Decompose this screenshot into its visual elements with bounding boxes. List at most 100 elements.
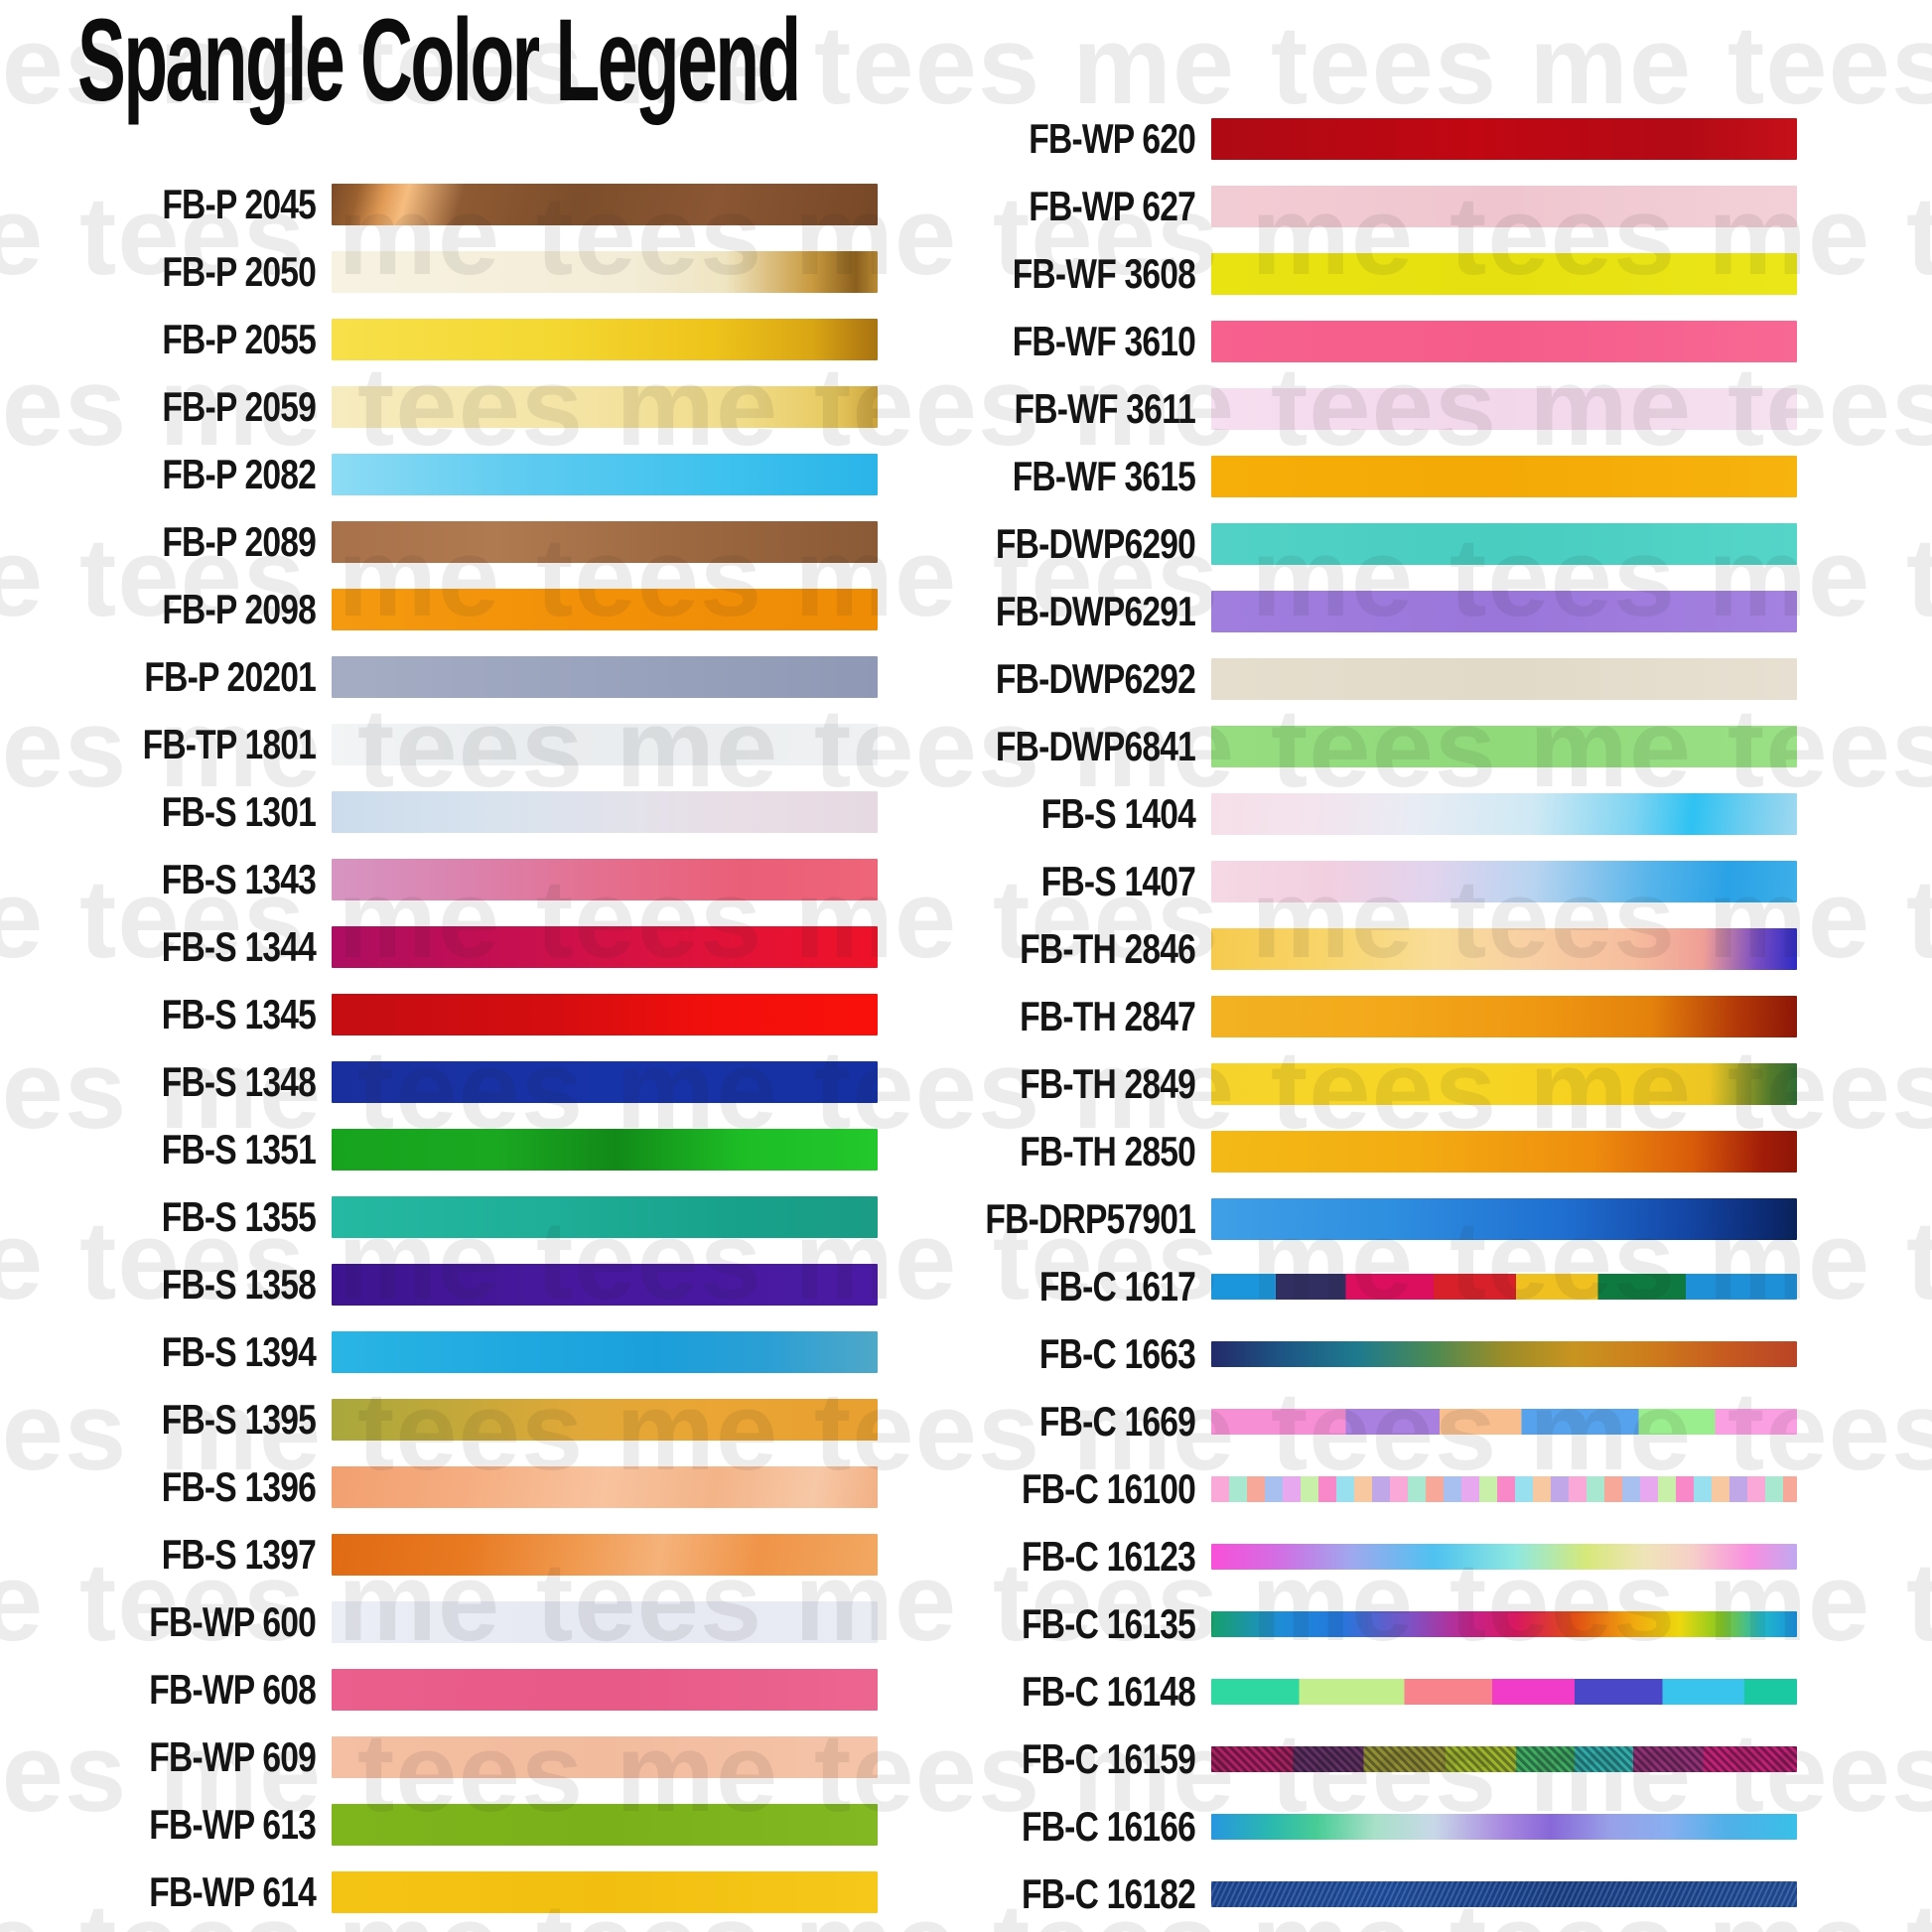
swatch-fb-s-1396: [332, 1466, 878, 1508]
legend-row-fb-p-2098: FB-P 2098: [0, 576, 878, 643]
legend-row-fb-s-1344: FB-S 1344: [0, 913, 878, 981]
row-label-fb-s-1301: FB-S 1301: [161, 788, 317, 835]
swatch-fb-wp-600: [332, 1601, 878, 1643]
row-label-fb-wp-627: FB-WP 627: [1029, 183, 1195, 229]
swatch-fb-dwp6290: [1211, 523, 1797, 565]
swatch-fb-wf-3611: [1211, 388, 1797, 430]
row-label-fb-s-1407: FB-S 1407: [1040, 858, 1196, 904]
row-label-fb-s-1358: FB-S 1358: [161, 1261, 317, 1308]
legend-row-fb-dwp6291: FB-DWP6291: [764, 578, 1797, 645]
legend-row-fb-dwp6841: FB-DWP6841: [764, 713, 1797, 780]
swatch-fb-c-16159: [1211, 1746, 1797, 1772]
legend-row-fb-s-1301: FB-S 1301: [0, 778, 878, 846]
row-label-fb-s-1355: FB-S 1355: [161, 1193, 317, 1240]
watermark-text: tees me: [1906, 1888, 1932, 1932]
swatch-fb-dwp6841: [1211, 726, 1797, 767]
legend-row-fb-p-2059: FB-P 2059: [0, 373, 878, 441]
legend-row-fb-th-2850: FB-TH 2850: [764, 1118, 1797, 1185]
row-label-fb-wf-3608: FB-WF 3608: [1012, 250, 1196, 297]
row-label-fb-s-1348: FB-S 1348: [161, 1058, 317, 1105]
row-label-fb-p-2045: FB-P 2045: [162, 181, 316, 227]
row-label-fb-th-2850: FB-TH 2850: [1020, 1128, 1196, 1174]
legend-row-fb-p-2089: FB-P 2089: [0, 508, 878, 576]
swatch-fb-s-1395: [332, 1399, 878, 1441]
row-label-fb-c-16123: FB-C 16123: [1021, 1533, 1196, 1580]
row-label-fb-s-1344: FB-S 1344: [161, 923, 317, 970]
watermark-text: tees me: [1906, 515, 1932, 639]
swatch-fb-wp-613: [332, 1804, 878, 1846]
watermark-text: tees me: [1906, 1540, 1932, 1664]
legend-row-fb-tp-1801: FB-TP 1801: [0, 711, 878, 778]
legend-row-fb-s-1348: FB-S 1348: [0, 1048, 878, 1116]
row-label-fb-wp-614: FB-WP 614: [149, 1868, 317, 1915]
legend-row-fb-wf-3608: FB-WF 3608: [764, 240, 1797, 308]
swatch-fb-tp-1801: [332, 724, 878, 765]
row-label-fb-dwp6292: FB-DWP6292: [995, 655, 1196, 702]
legend-row-fb-wf-3611: FB-WF 3611: [764, 375, 1797, 443]
legend-row-fb-c-16148: FB-C 16148: [764, 1658, 1797, 1725]
swatch-fb-th-2850: [1211, 1131, 1797, 1173]
swatch-fb-s-1343: [332, 859, 878, 900]
legend-row-fb-th-2846: FB-TH 2846: [764, 915, 1797, 983]
legend-row-fb-wp-614: FB-WP 614: [0, 1859, 878, 1926]
swatch-fb-wp-614: [332, 1871, 878, 1913]
row-label-fb-c-16148: FB-C 16148: [1021, 1668, 1196, 1715]
legend-row-fb-s-1394: FB-S 1394: [0, 1318, 878, 1386]
legend-row-fb-c-16166: FB-C 16166: [764, 1793, 1797, 1861]
legend-row-fb-s-1396: FB-S 1396: [0, 1453, 878, 1521]
swatch-fb-s-1344: [332, 926, 878, 968]
swatch-fb-s-1394: [332, 1331, 878, 1373]
swatch-fb-th-2849: [1211, 1063, 1797, 1105]
row-label-fb-s-1396: FB-S 1396: [161, 1463, 317, 1510]
row-label-fb-c-16135: FB-C 16135: [1021, 1600, 1196, 1647]
swatch-fb-s-1358: [332, 1264, 878, 1306]
row-label-fb-dwp6841: FB-DWP6841: [995, 723, 1196, 769]
row-label-fb-s-1343: FB-S 1343: [161, 856, 317, 902]
row-label-fb-th-2847: FB-TH 2847: [1020, 993, 1196, 1039]
swatch-fb-p-2045: [332, 184, 878, 225]
legend-row-fb-c-1663: FB-C 1663: [764, 1320, 1797, 1388]
row-label-fb-c-16182: FB-C 16182: [1021, 1870, 1196, 1917]
legend-row-fb-wp-627: FB-WP 627: [764, 173, 1797, 240]
row-label-fb-dwp6291: FB-DWP6291: [995, 588, 1196, 634]
legend-row-fb-c-1669: FB-C 1669: [764, 1388, 1797, 1455]
legend-row-fb-s-1343: FB-S 1343: [0, 846, 878, 913]
swatch-column-right: FB-WP 620 FB-WP 627 FB-WF 3608 FB-WF 3610 FB…: [764, 105, 1797, 1928]
legend-row-fb-wf-3610: FB-WF 3610: [764, 308, 1797, 375]
legend-row-fb-dwp6292: FB-DWP6292: [764, 645, 1797, 713]
legend-row-fb-wp-620: FB-WP 620: [764, 105, 1797, 173]
row-label-fb-s-1394: FB-S 1394: [161, 1328, 317, 1375]
swatch-fb-p-2050: [332, 251, 878, 293]
legend-row-fb-p-2055: FB-P 2055: [0, 306, 878, 373]
row-label-fb-p-2082: FB-P 2082: [162, 451, 316, 497]
swatch-fb-drp57901: [1211, 1198, 1797, 1240]
swatch-fb-c-1663: [1211, 1341, 1797, 1367]
page-title: Spangle Color Legend: [77, 0, 801, 126]
swatch-fb-c-16123: [1211, 1544, 1797, 1570]
legend-row-fb-dwp6290: FB-DWP6290: [764, 510, 1797, 578]
watermark-text: tees me: [1906, 857, 1932, 981]
row-label-fb-s-1397: FB-S 1397: [161, 1531, 317, 1578]
swatch-fb-wf-3610: [1211, 321, 1797, 362]
swatch-fb-s-1301: [332, 791, 878, 833]
swatch-fb-c-1617: [1211, 1274, 1797, 1300]
row-label-fb-wp-613: FB-WP 613: [149, 1801, 317, 1848]
row-label-fb-c-16159: FB-C 16159: [1021, 1735, 1196, 1782]
swatch-fb-wp-609: [332, 1736, 878, 1778]
legend-row-fb-s-1395: FB-S 1395: [0, 1386, 878, 1453]
swatch-fb-c-16148: [1211, 1679, 1797, 1705]
legend-row-fb-c-16159: FB-C 16159: [764, 1725, 1797, 1793]
row-label-fb-wp-600: FB-WP 600: [149, 1598, 317, 1645]
legend-row-fb-p-2045: FB-P 2045: [0, 171, 878, 238]
row-label-fb-c-1663: FB-C 1663: [1038, 1330, 1196, 1377]
swatch-fb-s-1397: [332, 1534, 878, 1576]
legend-row-fb-wp-613: FB-WP 613: [0, 1791, 878, 1859]
swatch-fb-wp-627: [1211, 186, 1797, 227]
legend-row-fb-p-20201: FB-P 20201: [0, 643, 878, 711]
swatch-fb-th-2847: [1211, 996, 1797, 1037]
swatch-fb-th-2846: [1211, 928, 1797, 970]
legend-row-fb-drp57901: FB-DRP57901: [764, 1185, 1797, 1253]
row-label-fb-wf-3611: FB-WF 3611: [1014, 385, 1196, 432]
row-label-fb-wp-609: FB-WP 609: [149, 1733, 317, 1780]
